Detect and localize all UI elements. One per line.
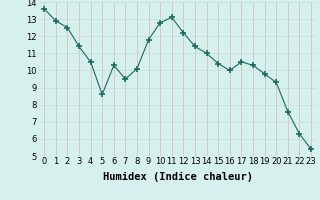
X-axis label: Humidex (Indice chaleur): Humidex (Indice chaleur) [103, 172, 252, 182]
